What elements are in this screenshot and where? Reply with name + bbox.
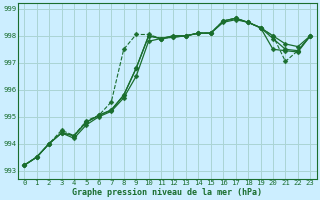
X-axis label: Graphe pression niveau de la mer (hPa): Graphe pression niveau de la mer (hPa): [72, 188, 262, 197]
